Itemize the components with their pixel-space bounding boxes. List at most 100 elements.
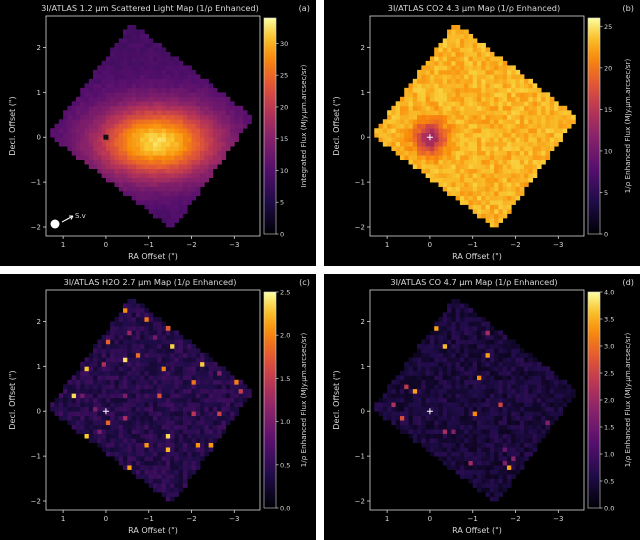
heatmap-cell [532,366,538,372]
heatmap-cell [187,379,192,385]
heatmap-cell [230,393,235,399]
heatmap-cell [451,119,456,125]
heatmap-cell [114,429,120,435]
heatmap-cell [75,379,81,385]
heatmap-cell [135,307,141,313]
heatmap-cell [80,87,85,93]
heatmap-cell [502,460,508,466]
heatmap-cell [212,114,218,120]
heatmap-cell [451,123,456,129]
heatmap-cell [88,96,94,102]
heatmap-cell [204,177,209,183]
heatmap-cell [485,474,491,479]
heatmap-cell [114,74,120,80]
heatmap-cell [472,51,478,57]
heatmap-cell [442,105,448,111]
heatmap-cell [144,114,150,120]
heatmap-cell [187,101,192,107]
heatmap-cell [451,433,456,439]
heatmap-cell [97,415,102,421]
heatmap-cell [105,56,111,62]
heatmap-cell [519,146,525,152]
heatmap-cell [67,128,73,134]
heatmap-cell [157,56,162,62]
heatmap-cell [494,379,499,385]
heatmap-cell [532,137,538,143]
heatmap-cell [127,155,132,161]
heatmap-cell [67,393,73,399]
heatmap-cell [502,429,508,435]
heatmap-cell [506,150,512,156]
heatmap-cell [566,114,572,120]
heatmap-cell [208,141,214,147]
heatmap-cell [148,200,154,205]
heatmap-cell [468,200,474,205]
heatmap-cell [447,375,452,381]
heatmap-cell [170,420,175,426]
heatmap-cell [472,191,478,196]
heatmap-cell [84,101,90,107]
heatmap-cell [404,119,409,125]
heatmap-cell [481,182,486,187]
heatmap-cell [170,123,175,129]
heatmap-cell [195,186,201,192]
heatmap-cell [153,397,158,403]
heatmap-cell [75,388,81,394]
heatmap-cell [135,325,141,331]
heatmap-cell [468,321,474,327]
heatmap-cell [187,384,192,390]
heatmap-cell [97,96,102,102]
heatmap-cell [528,119,533,125]
heatmap-cell [417,402,422,408]
heatmap-cell [204,393,209,399]
x-axis-label: RA Offset (") [128,252,178,261]
heatmap-cell [528,87,533,93]
heatmap-cell [425,397,431,403]
heatmap-cell [131,182,137,187]
heatmap-cell [502,469,508,475]
heatmap-cell [101,83,107,89]
heatmap-cell [170,137,175,143]
heatmap-cell [165,438,171,443]
heatmap-cell [75,415,81,421]
heatmap-cell [429,352,435,358]
heatmap-cell [498,150,504,156]
heatmap-cell [442,352,448,358]
heatmap-cell [110,379,115,385]
heatmap-cell [451,415,456,421]
heatmap-cell [511,69,516,75]
heatmap-cell [105,96,111,102]
heatmap-cell [165,51,171,57]
heatmap-cell [127,339,132,345]
heatmap-cell [515,87,521,93]
heatmap-cell [395,128,401,134]
heatmap-cell [140,195,145,201]
heatmap-cell [174,447,180,452]
heatmap-cell [80,393,85,399]
heatmap-cell [191,384,197,390]
heatmap-cell [412,411,418,417]
heatmap-cell [217,379,222,385]
heatmap-cell [468,186,474,192]
heatmap-cell [110,429,115,435]
heatmap-cell [101,366,107,372]
heatmap-cell [541,159,546,165]
heatmap-cell [127,24,132,30]
heatmap-cell [157,200,162,205]
heatmap-cell [472,352,478,358]
heatmap-cell [200,429,205,435]
heatmap-cell [502,402,508,408]
heatmap-cell [438,375,444,381]
heatmap-cell [204,132,209,138]
heatmap-cell [524,406,529,412]
heatmap-cell [442,447,448,452]
heatmap-cell [144,168,150,174]
heatmap-cell [84,361,90,367]
heatmap-cell [123,69,128,75]
heatmap-cell [195,92,201,98]
heatmap-cell [399,150,405,156]
heatmap-cell [110,357,115,363]
heatmap-cell [182,101,188,107]
heatmap-cell [438,105,444,111]
heatmap-cell [191,375,197,381]
